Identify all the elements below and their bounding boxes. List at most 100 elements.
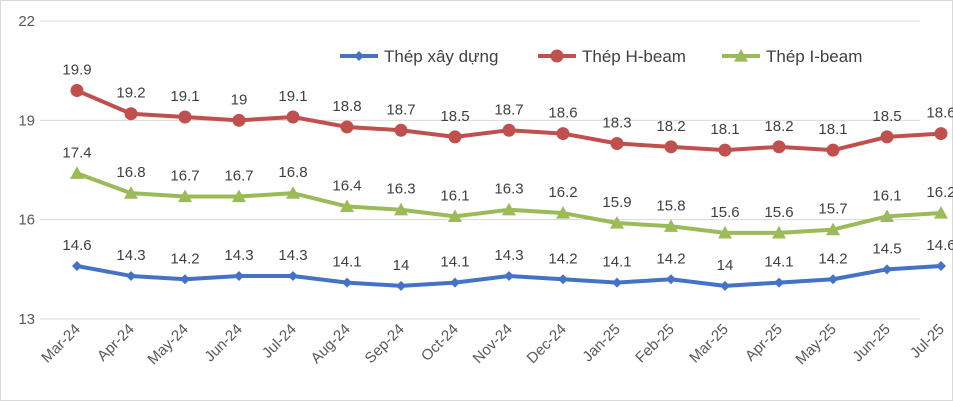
data-label: 18.3 [602,115,631,132]
y-tick-label: 22 [18,13,35,30]
data-point [178,110,192,124]
data-point [286,110,300,124]
data-label: 15.8 [656,197,685,214]
data-point [720,280,730,291]
data-label: 14.1 [602,254,631,271]
data-point [502,202,516,216]
data-point [664,219,678,232]
legend: Thép xây dựng Thép H-beam Thép I-beam [340,47,862,66]
legend-label-2: Thép I-beam [766,47,862,66]
data-label: 18.6 [926,105,953,122]
data-label: 14.1 [440,254,469,271]
data-point [880,130,894,144]
x-tick-label: Dec-24 [524,321,570,367]
data-label: 16.7 [224,167,253,184]
data-point [396,280,406,291]
data-point [772,225,786,239]
legend-label-0: Thép xây dựng [384,47,498,66]
data-point [556,127,570,141]
data-point [556,206,570,219]
data-point [70,84,84,98]
data-label: 14 [717,257,734,274]
x-tick-label: Apr-24 [94,321,138,365]
data-label: 14.3 [494,247,523,264]
data-label: 16.8 [116,164,145,181]
data-point [178,189,192,203]
data-point [826,143,840,157]
data-label: 16.3 [494,181,523,198]
data-point [342,277,352,288]
data-label: 16.7 [170,167,199,184]
data-point [664,140,678,154]
x-axis-ticks: Mar-24 Apr-24 May-24 Jun-24 Jul-24 Aug-24 Sep-… [38,321,948,368]
data-label: 18.7 [386,101,415,118]
data-point [450,277,460,288]
data-label: 18.1 [818,121,847,138]
data-point [936,261,946,272]
data-label: 14.2 [170,250,199,267]
data-label: 16.1 [872,187,901,204]
data-label: 16.8 [278,164,307,181]
data-point [718,143,732,157]
data-label: 19.9 [62,62,91,79]
data-point [558,274,568,285]
data-point [124,186,138,199]
data-point [666,274,676,285]
x-tick-label: Feb-25 [632,321,678,367]
data-label: 18.8 [332,98,361,115]
data-label: 14.2 [818,250,847,267]
data-label: 16.2 [926,184,953,201]
y-tick-label: 13 [18,311,35,328]
data-point [880,209,894,222]
x-tick-label: May-24 [144,321,191,368]
data-label: 14.2 [548,250,577,267]
data-labels: 14.6 14.3 14.2 14.3 14.3 14.1 14 14.1 14.3 14.2 14… [62,62,953,274]
data-label: 19.1 [170,88,199,105]
data-point [828,274,838,285]
data-point [610,215,624,229]
data-point [286,186,300,199]
x-tick-label: Mar-24 [38,321,84,367]
series-group [70,84,948,291]
data-label: 15.7 [818,201,847,218]
y-axis-ticks: 13 16 19 22 [18,13,35,328]
legend-marker-0 [354,51,364,61]
data-point [288,270,298,281]
data-label: 14.2 [656,250,685,267]
x-tick-label: May-25 [792,321,839,368]
data-label: 14.5 [872,240,901,257]
data-point [882,264,892,275]
x-tick-label: Oct-24 [418,321,462,365]
data-label: 14.3 [224,247,253,264]
data-label: 14.1 [332,254,361,271]
data-label: 14.3 [116,247,145,264]
data-label: 14.6 [62,237,91,254]
x-tick-label: Sep-24 [362,321,408,367]
data-label: 14.1 [764,254,793,271]
data-point [234,270,244,281]
data-point [126,270,136,281]
data-label: 16.4 [332,177,361,194]
data-point [504,270,514,281]
data-point [718,225,732,239]
data-point [610,137,624,151]
data-point [448,130,462,144]
data-point [72,261,82,272]
data-label: 16.1 [440,187,469,204]
data-point [70,166,84,179]
data-label: 16.2 [548,184,577,201]
data-point [934,127,948,141]
data-label: 19 [231,91,248,108]
data-point [502,123,516,137]
data-label: 14.3 [278,247,307,264]
data-point [180,274,190,285]
data-label: 15.9 [602,194,631,211]
data-label: 18.2 [764,118,793,135]
data-label: 18.6 [548,105,577,122]
data-point [340,120,354,134]
data-point [448,209,462,222]
data-point [394,123,408,137]
x-tick-label: Nov-24 [470,321,516,367]
data-point [124,107,138,121]
